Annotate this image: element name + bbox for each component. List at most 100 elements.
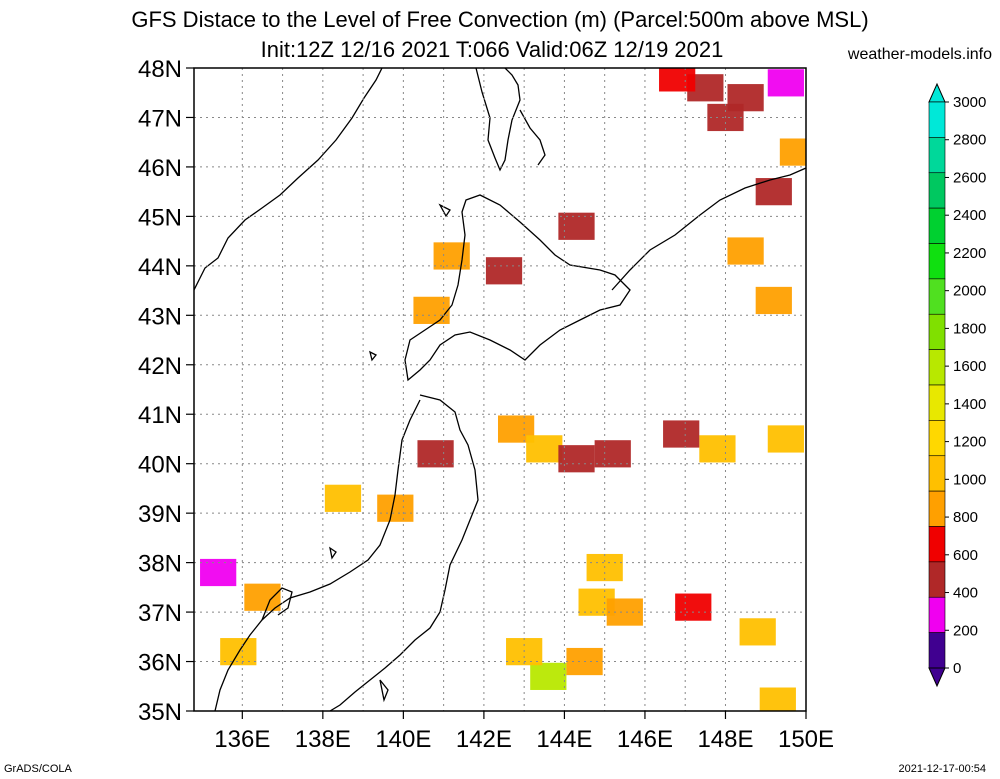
lfc-cell	[675, 593, 712, 621]
island-2	[369, 350, 378, 362]
colorbar-segment	[928, 632, 946, 669]
lfc-cell	[759, 687, 796, 711]
colorbar-segment	[928, 101, 946, 138]
colorbar-min-arrow	[928, 667, 946, 688]
colorbar-segment	[928, 172, 946, 209]
lfc-cell	[755, 286, 792, 315]
colorbar-segment	[928, 455, 946, 492]
lfc-cell	[606, 598, 643, 626]
colorbar-label: 1600	[953, 358, 986, 375]
colorbar-label: 2600	[953, 169, 986, 186]
colorbar-label: 2400	[953, 207, 986, 224]
lat-label: 47N	[138, 105, 182, 132]
lon-label: 144E	[536, 726, 592, 753]
lat-label: 38N	[138, 551, 182, 578]
colorbar-label: 1200	[953, 434, 986, 451]
lfc-cell	[755, 178, 792, 206]
lon-labels: 136E 138E 140E 142E 144E 146E 148E 150E	[214, 726, 834, 753]
colorbar-segment	[928, 278, 946, 315]
lfc-cell	[659, 68, 696, 92]
lfc-cells	[200, 68, 806, 711]
lfc-cell	[244, 583, 281, 611]
colorbar-label: 1800	[953, 320, 986, 337]
colorbar-label: 800	[953, 509, 978, 526]
island-1	[438, 203, 451, 218]
lat-label: 43N	[138, 303, 182, 330]
lfc-cell	[485, 257, 523, 285]
colorbar-segment	[928, 243, 946, 280]
coastlines	[194, 68, 806, 711]
lat-label: 45N	[138, 204, 182, 231]
lon-label: 150E	[778, 726, 834, 753]
lfc-cell	[413, 296, 450, 324]
lon-label: 146E	[617, 726, 673, 753]
hokkaido-coast	[404, 194, 631, 382]
colorbar-label: 1000	[953, 471, 986, 488]
lfc-cell	[530, 662, 567, 690]
lon-label: 138E	[295, 726, 351, 753]
lat-label: 44N	[138, 254, 182, 281]
honshu-west-coast	[214, 399, 421, 711]
map-gridlines	[194, 68, 806, 711]
lfc-cell	[526, 435, 563, 463]
lat-label: 48N	[138, 56, 182, 83]
map-ticks	[186, 67, 807, 719]
lat-label: 46N	[138, 155, 182, 182]
colorbar-label: 200	[953, 622, 978, 639]
mainland-coast	[194, 68, 383, 291]
chart-title: GFS Distace to the Level of Free Convect…	[131, 7, 869, 32]
lfc-cell	[663, 420, 700, 448]
colorbar-segment	[928, 207, 946, 244]
lfc-cell	[377, 494, 414, 522]
island-3	[329, 546, 337, 560]
footer-software: GrADS/COLA	[4, 763, 72, 775]
lfc-cell	[767, 425, 804, 453]
lfc-cell	[324, 484, 362, 512]
lat-label: 41N	[138, 402, 182, 429]
lfc-cell	[558, 212, 595, 240]
footer-timestamp: 2021-12-17-00:54	[898, 763, 986, 775]
lfc-cell	[594, 440, 631, 468]
colorbar-segment	[928, 420, 946, 457]
island-4	[379, 679, 389, 703]
colorbar-label: 2800	[953, 132, 986, 149]
colorbar-label: 400	[953, 585, 978, 602]
lon-label: 140E	[375, 726, 431, 753]
colorbar-label: 2000	[953, 283, 986, 300]
lat-label: 42N	[138, 353, 182, 380]
lat-label: 35N	[138, 699, 182, 726]
sakhalin-south-coast	[519, 109, 546, 166]
lon-label: 142E	[456, 726, 512, 753]
lon-label: 136E	[214, 726, 270, 753]
colorbar-segment	[928, 349, 946, 386]
colorbar-segment	[928, 137, 946, 174]
sakhalin-coast	[475, 68, 521, 172]
lat-label: 37N	[138, 600, 182, 627]
lat-label: 36N	[138, 650, 182, 677]
lfc-cell	[417, 440, 454, 468]
honshu-coast	[329, 394, 479, 711]
chart-subtitle: Init:12Z 12/16 2021 T:066 Valid:06Z 12/1…	[260, 37, 724, 62]
colorbar-label: 3000	[953, 94, 986, 111]
colorbar-segment	[928, 596, 946, 633]
colorbar-label: 0	[953, 660, 961, 677]
colorbar-label: 600	[953, 547, 978, 564]
lon-label: 148E	[697, 726, 753, 753]
lfc-cell	[779, 138, 806, 166]
lfc-cell	[727, 237, 764, 265]
lat-label: 39N	[138, 501, 182, 528]
lfc-cell	[200, 558, 237, 587]
colorbar-segment	[928, 561, 946, 598]
lat-label: 40N	[138, 452, 182, 479]
lat-labels: 48N 47N 46N 45N 44N 43N 42N 41N 40N 39N 38N 37N 36N 3…	[138, 56, 182, 726]
map-frame	[193, 67, 807, 712]
lfc-cell	[767, 69, 804, 97]
lfc-cell	[699, 435, 736, 463]
colorbar-segment	[928, 526, 946, 563]
noto-coast	[261, 587, 293, 621]
colorbar-label: 1400	[953, 396, 986, 413]
kuril-coast	[611, 167, 806, 291]
colorbar: 3000280026002400220020001800160014001200…	[928, 82, 986, 688]
colorbar-label: 2200	[953, 245, 986, 262]
